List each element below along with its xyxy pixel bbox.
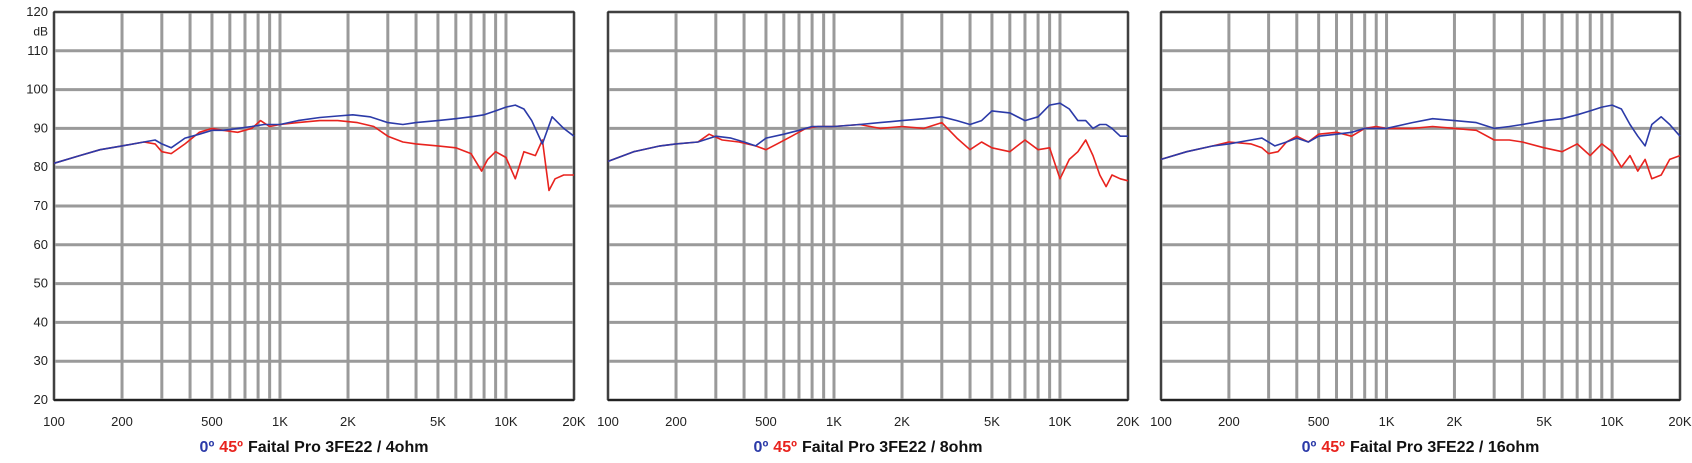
y-tick-label: 110: [27, 43, 48, 58]
series-line-0deg: [1160, 104, 1681, 161]
series-line-0deg: [53, 104, 575, 165]
legend-0deg-label: 0º: [1302, 439, 1317, 456]
x-tick-label: 20K: [1668, 414, 1691, 429]
series-line-45deg: [1160, 125, 1681, 180]
legend-0deg-label: 0º: [200, 439, 215, 456]
chart-caption: 0º 45º Faital Pro 3FE22 / 4ohm: [200, 439, 429, 456]
legend-45deg-label: 45º: [773, 439, 797, 456]
chart-title: Faital Pro 3FE22 / 4ohm: [248, 439, 429, 456]
legend-45deg-label: 45º: [219, 439, 243, 456]
y-tick-label: 70: [34, 198, 48, 213]
legend-0deg-label: 0º: [754, 439, 769, 456]
x-tick-label: 5K: [984, 414, 1000, 429]
x-tick-label: 10K: [1601, 414, 1624, 429]
chart-caption: 0º 45º Faital Pro 3FE22 / 16ohm: [1302, 439, 1540, 456]
x-tick-label: 20K: [1116, 414, 1139, 429]
x-tick-label: 500: [755, 414, 777, 429]
x-tick-label: 1K: [272, 414, 288, 429]
x-tick-label: 200: [111, 414, 133, 429]
y-tick-label: 60: [34, 237, 48, 252]
x-tick-label: 100: [43, 414, 65, 429]
x-tick-label: 2K: [1446, 414, 1462, 429]
x-tick-label: 1K: [1379, 414, 1395, 429]
x-tick-label: 10K: [1048, 414, 1071, 429]
x-tick-label: 200: [1218, 414, 1240, 429]
y-tick-label: 20: [34, 392, 48, 407]
x-tick-label: 10K: [494, 414, 517, 429]
x-tick-label: 20K: [562, 414, 585, 429]
x-tick-label: 200: [665, 414, 687, 429]
chart-caption: 0º 45º Faital Pro 3FE22 / 8ohm: [754, 439, 983, 456]
y-tick-label: 50: [34, 276, 48, 291]
series-line-45deg: [53, 119, 574, 192]
y-tick-label: 100: [26, 82, 48, 97]
x-tick-label: 2K: [340, 414, 356, 429]
x-tick-label: 2K: [894, 414, 910, 429]
y-axis-unit-label: dB: [33, 24, 48, 38]
x-tick-label: 5K: [430, 414, 446, 429]
y-tick-label: 90: [34, 120, 48, 135]
y-tick-label: 120: [26, 4, 48, 19]
series-line-45deg: [607, 121, 1129, 188]
x-tick-label: 500: [1308, 414, 1330, 429]
x-tick-label: 100: [597, 414, 619, 429]
chart-panel-2: 100 200 500 1K 2K 5K 10K 20K 0º 45º Faital Pro 3FE…: [597, 10, 1140, 456]
y-tick-label: 40: [34, 314, 48, 329]
series-line-0deg: [607, 102, 1128, 163]
x-tick-label: 1K: [826, 414, 842, 429]
chart-title: Faital Pro 3FE22 / 16ohm: [1350, 439, 1539, 456]
x-tick-label: 500: [201, 414, 223, 429]
chart-panel-1: 20 30 40 50 60 70 80 90 100 110 120 dB 100 200 500 1K 2K…: [26, 4, 586, 456]
y-tick-label: 30: [34, 353, 48, 368]
x-tick-label: 100: [1150, 414, 1172, 429]
x-tick-label: 5K: [1536, 414, 1552, 429]
y-tick-label: 80: [34, 159, 48, 174]
chart-title: Faital Pro 3FE22 / 8ohm: [802, 439, 983, 456]
chart-panel-3: 100 200 500 1K 2K 5K 10K 20K 0º 45º Faital Pro 3FE…: [1150, 10, 1692, 456]
legend-45deg-label: 45º: [1321, 439, 1345, 456]
